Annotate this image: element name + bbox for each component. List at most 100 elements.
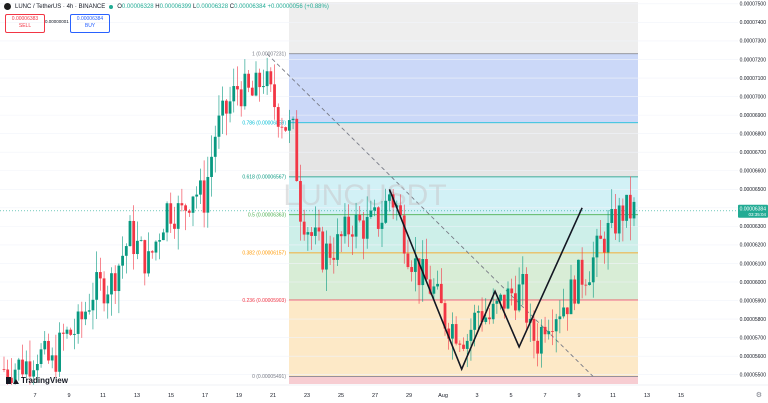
- candle-body: [458, 343, 462, 345]
- candle-body: [451, 324, 454, 339]
- last-price-value: 0.00006384: [740, 206, 767, 212]
- sell-button[interactable]: 0.00006383 SELL: [5, 14, 45, 33]
- candle-body: [558, 316, 562, 320]
- candle-body: [28, 361, 32, 377]
- candle-body: [317, 227, 321, 232]
- candle-body: [84, 311, 87, 320]
- candle-body: [321, 231, 325, 270]
- candle-body: [147, 251, 150, 274]
- price-tick-label: 0.00006100: [740, 261, 767, 267]
- candle-body: [488, 317, 491, 320]
- fib-zone: [289, 176, 638, 215]
- ohlc-open: 0.00006328: [121, 3, 154, 10]
- fib-zone: [289, 2, 638, 54]
- fib-zone: [289, 122, 638, 177]
- ohlc-close: 0.00006384: [234, 3, 266, 10]
- candle-body: [117, 265, 121, 292]
- candle-body: [217, 115, 221, 137]
- fibonacci-fills: [289, 2, 638, 384]
- candle-body: [47, 340, 50, 361]
- candle-body: [158, 240, 162, 242]
- candle-body: [132, 220, 136, 255]
- candle-body: [232, 86, 236, 102]
- candle-body: [506, 288, 510, 309]
- candle-body: [325, 243, 328, 270]
- candle-body: [373, 207, 376, 211]
- w-pattern-drawing: [388, 188, 583, 372]
- candle-body: [617, 205, 621, 234]
- candle-body: [228, 101, 232, 114]
- candle-body: [573, 279, 577, 304]
- candle-body: [310, 232, 313, 236]
- ohlc-readout: O0.00006328 H0.00006399 L0.00006328 C0.0…: [117, 4, 329, 10]
- candle-body: [21, 359, 24, 375]
- candle-body: [554, 319, 558, 332]
- price-tick-label: 0.00007100: [740, 76, 767, 82]
- candle-body: [462, 344, 465, 349]
- candle-body: [136, 240, 139, 255]
- price-axis-bg: [738, 0, 768, 403]
- candle-body: [428, 279, 432, 294]
- candle-body: [580, 259, 584, 285]
- candle-body: [24, 361, 28, 375]
- candle-body: [439, 283, 443, 304]
- price-tick-label: 0.00007400: [740, 20, 767, 26]
- fibonacci-levels: 0 (0.00005491) 0.236 (0.00005903) 0.382 (0…: [0, 52, 738, 380]
- spread-value: 0.00000001: [45, 19, 69, 24]
- candle-body: [547, 331, 551, 335]
- candle-body: [432, 286, 436, 294]
- time-tick-label: 9: [67, 393, 70, 399]
- price-tick-label: 0.00007000: [740, 94, 767, 100]
- candle-body: [358, 214, 362, 221]
- buy-button[interactable]: 0.00006384 BUY: [70, 14, 110, 33]
- candle-body: [565, 307, 569, 315]
- candle-body: [584, 284, 588, 286]
- symbol-watermark: LUNCUSDT: [283, 179, 446, 212]
- candle-body: [536, 340, 540, 354]
- time-tick-label: 11: [610, 393, 616, 399]
- candle-body: [113, 273, 117, 292]
- candle-body: [365, 216, 369, 239]
- price-tick-label: 0.00006500: [740, 187, 767, 193]
- candle-body: [632, 201, 636, 219]
- candle-body: [239, 89, 243, 107]
- buy-price: 0.00006384: [76, 16, 104, 22]
- symbol-title[interactable]: LUNC / TetherUS · 4h · BINANCE: [15, 3, 106, 10]
- candle-body: [236, 86, 239, 90]
- candle-body: [221, 100, 225, 116]
- candle-body: [495, 300, 499, 304]
- candle-body: [443, 303, 447, 329]
- price-tick-label: 0.00005800: [740, 317, 767, 323]
- candle-body: [150, 251, 154, 253]
- time-tick-label: 5: [509, 393, 512, 399]
- candle-body: [128, 220, 132, 247]
- time-axis: 7 9 11 13 15 17 19 21 23 25 27 29 Aug 3 5 7 9 11 13 15: [0, 384, 768, 403]
- candle-body: [58, 332, 61, 372]
- candle-body: [595, 235, 599, 258]
- candle-body: [465, 340, 469, 349]
- time-axis-bg: [0, 385, 768, 403]
- time-tick-label: 13: [644, 393, 650, 399]
- candle-body: [69, 329, 73, 335]
- candle-body: [621, 205, 625, 221]
- candle-body: [161, 232, 165, 241]
- fib-level-label: 0.5 (0.00006363): [248, 212, 286, 218]
- candle-body: [476, 311, 480, 313]
- candle-body: [406, 253, 410, 268]
- candle-body: [139, 240, 143, 241]
- candle-body: [339, 234, 343, 237]
- candle-body: [43, 340, 47, 350]
- fib-zone: [289, 252, 638, 300]
- fib-zone: [289, 214, 638, 253]
- candle-body: [599, 235, 603, 239]
- candle-body: [454, 324, 458, 344]
- candle-body: [250, 87, 254, 96]
- price-tick-label: 0.00006800: [740, 131, 767, 137]
- candle-body: [98, 272, 102, 279]
- candle-body: [154, 241, 158, 253]
- candle-body: [484, 317, 488, 322]
- candle-body: [402, 215, 406, 254]
- settings-icon[interactable]: ⚙: [755, 392, 762, 399]
- time-tick-label: 21: [270, 393, 276, 399]
